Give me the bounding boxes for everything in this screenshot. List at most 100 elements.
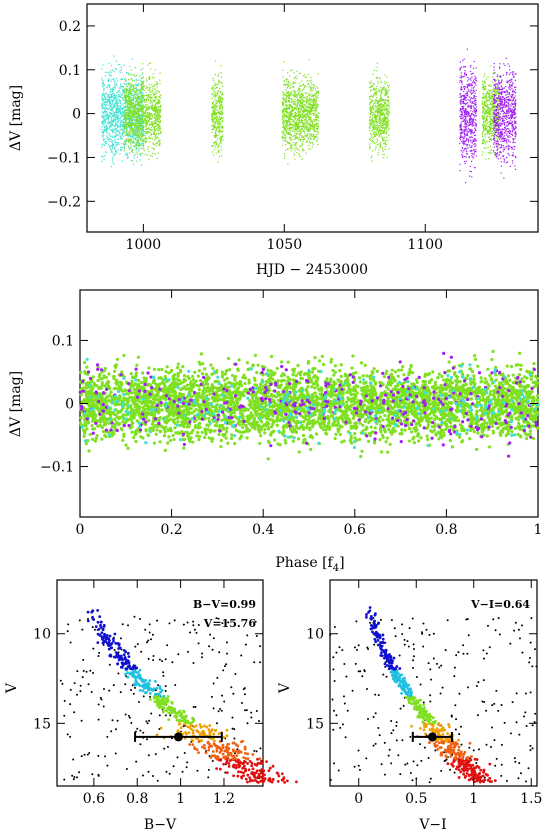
light-curve-point bbox=[292, 108, 294, 111]
light-curve-point bbox=[152, 108, 155, 111]
light-curve-point bbox=[127, 123, 129, 125]
light-curve-point bbox=[137, 125, 140, 127]
light-curve-point bbox=[126, 95, 128, 97]
light-curve-point bbox=[310, 87, 312, 89]
light-curve-point bbox=[142, 94, 145, 96]
light-curve-point bbox=[313, 101, 315, 103]
light-curve-point bbox=[372, 140, 375, 142]
light-curve-point bbox=[129, 116, 132, 119]
light-curve-point bbox=[377, 112, 379, 114]
light-curve-point bbox=[150, 105, 152, 107]
light-curve-point bbox=[293, 103, 295, 105]
light-curve-point bbox=[495, 91, 497, 93]
light-curve-point bbox=[300, 138, 302, 140]
light-curve-point bbox=[211, 107, 214, 110]
light-curve-point bbox=[106, 116, 108, 118]
light-curve-point bbox=[287, 142, 289, 144]
light-curve-point bbox=[482, 112, 484, 114]
light-curve-point bbox=[314, 95, 316, 97]
light-curve-point bbox=[134, 144, 137, 146]
light-curve-point bbox=[300, 109, 303, 112]
light-curve-point bbox=[142, 76, 144, 78]
light-curve-point bbox=[293, 96, 295, 98]
light-curve-point bbox=[291, 92, 293, 95]
light-curve-point bbox=[310, 90, 312, 93]
light-curve-point bbox=[314, 114, 317, 116]
light-curve-point bbox=[141, 132, 143, 134]
light-curve-point bbox=[129, 103, 131, 105]
light-curve-point bbox=[285, 130, 288, 132]
light-curve-point bbox=[130, 107, 132, 109]
light-curve-point bbox=[384, 109, 386, 111]
light-curve-point bbox=[123, 118, 125, 120]
light-curve-point bbox=[387, 119, 389, 121]
light-curve-point bbox=[385, 90, 388, 92]
light-curve-point bbox=[489, 89, 491, 92]
light-curve-point bbox=[369, 146, 371, 148]
light-curve-point bbox=[159, 142, 161, 144]
light-curve-point bbox=[384, 88, 387, 90]
light-curve-point bbox=[142, 106, 145, 109]
light-curve-point bbox=[313, 106, 315, 108]
light-curve-point bbox=[135, 106, 137, 108]
light-curve-point bbox=[215, 140, 217, 142]
light-curve-point bbox=[374, 128, 376, 130]
light-curve-point bbox=[294, 96, 297, 98]
light-curve-point bbox=[497, 89, 499, 91]
light-curve-point bbox=[129, 91, 131, 94]
light-curve-point bbox=[296, 147, 298, 150]
light-curve-point bbox=[220, 142, 222, 144]
light-curve-point bbox=[115, 99, 117, 101]
light-curve-point bbox=[306, 115, 309, 117]
light-curve-point bbox=[123, 135, 125, 137]
light-curve-point bbox=[138, 98, 140, 100]
light-curve-point bbox=[134, 87, 136, 89]
light-curve-point bbox=[384, 74, 386, 76]
light-curve-point bbox=[103, 90, 105, 92]
light-curve-point bbox=[311, 84, 313, 86]
light-curve-point bbox=[155, 111, 157, 113]
light-curve-point bbox=[117, 134, 119, 136]
light-curve-point bbox=[316, 103, 318, 105]
light-curve-point bbox=[308, 104, 310, 106]
light-curve-point bbox=[111, 147, 113, 150]
light-curve-point bbox=[131, 114, 133, 116]
light-curve-point bbox=[297, 115, 299, 117]
light-curve-point bbox=[294, 90, 296, 92]
light-curve-point bbox=[129, 96, 131, 99]
light-curve-point bbox=[303, 109, 305, 111]
light-curve-point bbox=[124, 98, 127, 100]
light-curve-point bbox=[131, 109, 133, 111]
light-curve-point bbox=[306, 124, 308, 126]
light-curve-point bbox=[139, 137, 141, 139]
light-curve-point bbox=[289, 124, 291, 126]
light-curve-point bbox=[130, 128, 132, 130]
light-curve-point bbox=[316, 125, 318, 128]
light-curve-point bbox=[222, 127, 224, 129]
light-curve-point bbox=[293, 135, 295, 137]
light-curve-point bbox=[495, 111, 497, 113]
light-curve-point bbox=[212, 102, 214, 104]
light-curve-point bbox=[152, 86, 155, 88]
light-curve-point bbox=[158, 122, 160, 124]
light-curve-point bbox=[301, 114, 303, 116]
light-curve-point bbox=[378, 126, 380, 129]
light-curve-point bbox=[299, 97, 302, 99]
light-curve-point bbox=[133, 118, 135, 120]
light-curve-point bbox=[298, 93, 300, 96]
light-curve-point bbox=[107, 80, 109, 82]
light-curve-point bbox=[295, 135, 297, 137]
light-curve-point bbox=[143, 120, 145, 122]
light-curve-point bbox=[218, 88, 221, 90]
light-curve-point bbox=[137, 127, 139, 130]
light-curve-point bbox=[115, 82, 117, 84]
light-curve-point bbox=[142, 113, 144, 116]
light-curve-point bbox=[106, 114, 108, 117]
light-curve-point bbox=[296, 100, 299, 102]
light-curve-point bbox=[111, 90, 113, 93]
light-curve-point bbox=[313, 99, 316, 101]
light-curve-point bbox=[482, 110, 484, 112]
light-curve-point bbox=[121, 103, 124, 105]
light-curve-point bbox=[300, 104, 303, 106]
light-curve-point bbox=[139, 134, 142, 136]
